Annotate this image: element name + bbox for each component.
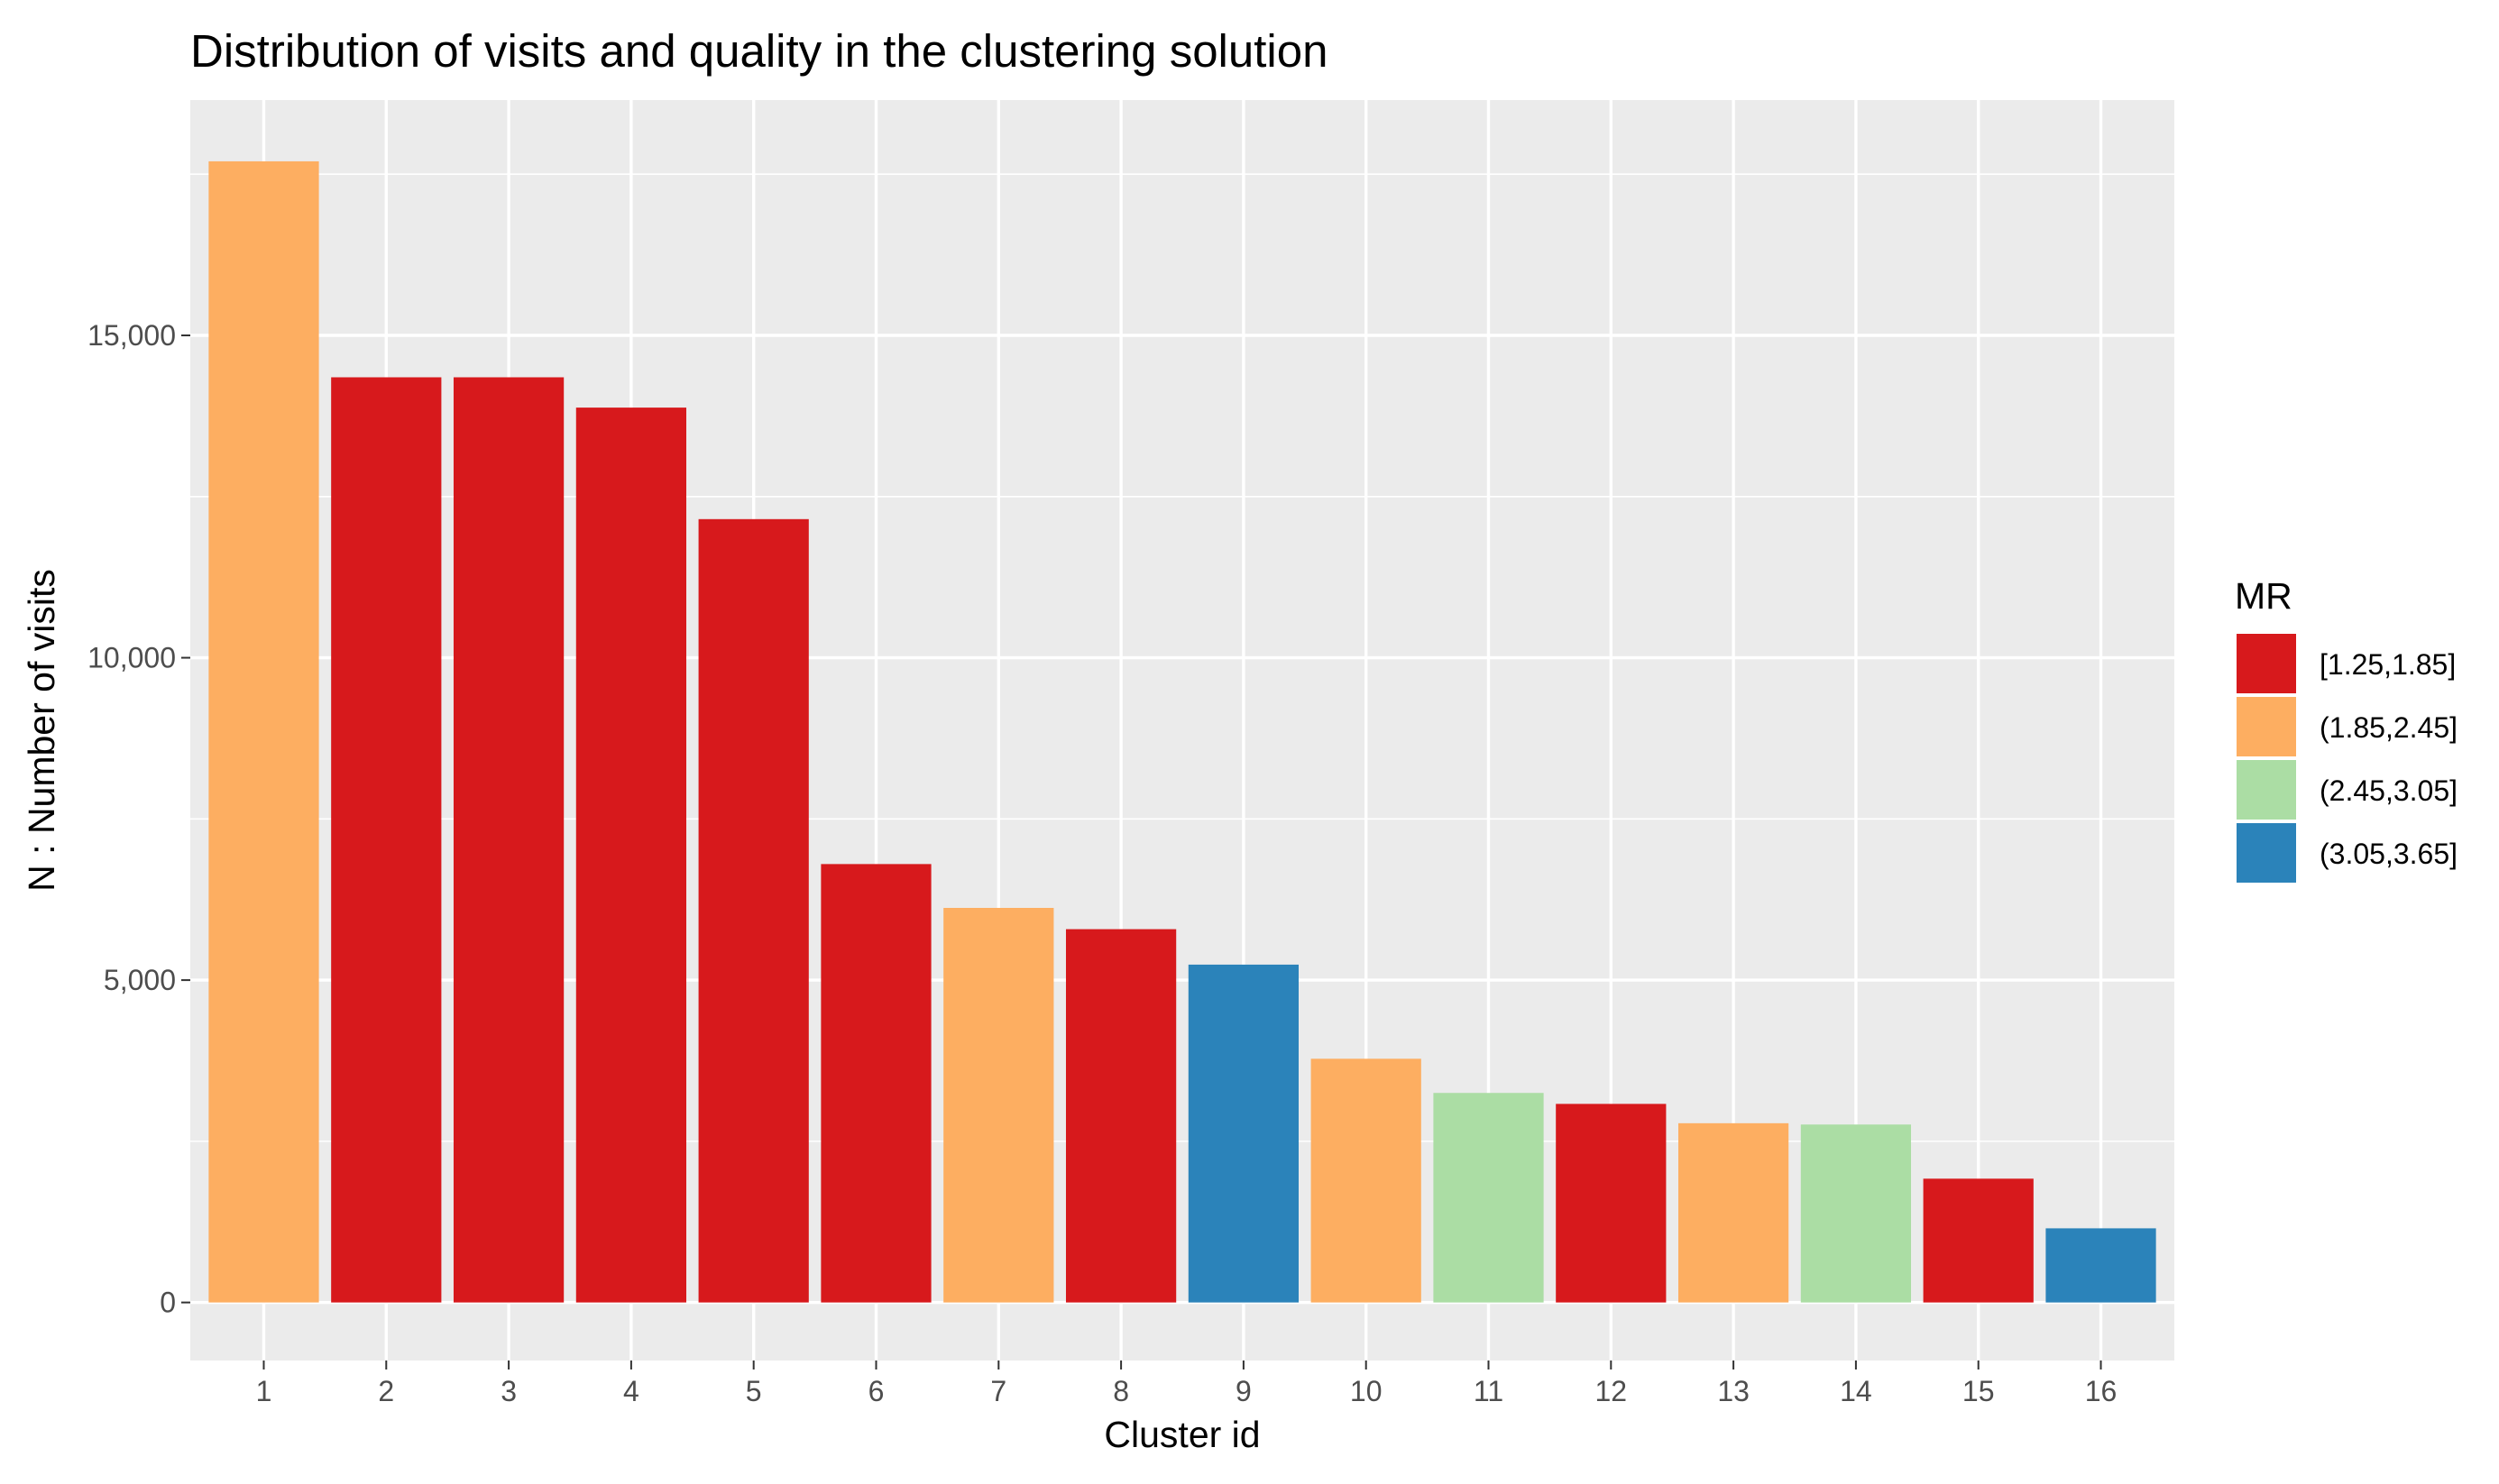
bar-cluster-10	[1310, 1058, 1421, 1303]
x-tick-label: 4	[623, 1375, 639, 1407]
legend-title: MR	[2235, 575, 2292, 617]
legend-swatch	[2237, 697, 2296, 756]
y-tick-label: 15,000	[87, 319, 176, 352]
x-tick-label: 13	[1717, 1375, 1750, 1407]
bar-cluster-13	[1678, 1122, 1789, 1303]
x-tick-label: 11	[1474, 1375, 1503, 1407]
y-axis: 0 5,000 10,000 15,000	[87, 319, 190, 1319]
bar-cluster-11	[1433, 1093, 1544, 1303]
bar-cluster-5	[698, 518, 809, 1303]
x-axis: 1 2 3 4 5 6 7 8 9 10 11 12 13 14 15 16	[256, 1360, 2118, 1407]
x-axis-title: Cluster id	[1104, 1414, 1260, 1455]
y-tick-label: 5,000	[104, 964, 176, 996]
x-tick-label: 7	[990, 1375, 1006, 1407]
x-tick-label: 12	[1595, 1375, 1628, 1407]
bar-cluster-15	[1923, 1178, 2034, 1303]
legend: MR [1.25,1.85] (1.85,2.45] (2.45,3.05] (3.0…	[2235, 575, 2458, 883]
x-tick-label: 3	[501, 1375, 517, 1407]
bar-cluster-6	[821, 864, 932, 1303]
x-tick-label: 15	[1962, 1375, 1995, 1407]
bar-cluster-3	[453, 377, 565, 1303]
x-tick-label: 8	[1113, 1375, 1129, 1407]
legend-label: (3.05,3.65]	[2320, 838, 2458, 870]
legend-swatch	[2237, 823, 2296, 883]
legend-swatch	[2237, 760, 2296, 820]
x-tick-label: 6	[868, 1375, 885, 1407]
x-tick-label: 14	[1840, 1375, 1872, 1407]
x-tick-label: 2	[378, 1375, 394, 1407]
x-tick-label: 16	[2085, 1375, 2118, 1407]
x-tick-label: 1	[256, 1375, 272, 1407]
y-tick-label: 10,000	[87, 642, 176, 674]
bar-cluster-16	[2045, 1228, 2156, 1303]
x-tick-label: 10	[1350, 1375, 1383, 1407]
legend-label: (2.45,3.05]	[2320, 774, 2458, 807]
bar-cluster-4	[575, 408, 686, 1303]
bar-cluster-14	[1800, 1124, 1912, 1303]
bar-cluster-8	[1065, 929, 1177, 1303]
x-tick-label: 5	[746, 1375, 762, 1407]
y-axis-title: N : Number of visits	[21, 569, 62, 892]
bar-cluster-9	[1188, 964, 1300, 1303]
legend-label: [1.25,1.85]	[2320, 648, 2456, 681]
bar-cluster-1	[208, 160, 319, 1303]
legend-label: (1.85,2.45]	[2320, 711, 2458, 744]
bar-cluster-2	[331, 377, 442, 1303]
bars	[208, 160, 2156, 1303]
bar-cluster-12	[1556, 1104, 1667, 1303]
legend-swatch	[2237, 634, 2296, 693]
chart-title: Distribution of visits and quality in th…	[190, 25, 1328, 77]
x-tick-label: 9	[1236, 1375, 1252, 1407]
y-tick-label: 0	[160, 1287, 176, 1319]
bar-cluster-7	[943, 908, 1054, 1303]
